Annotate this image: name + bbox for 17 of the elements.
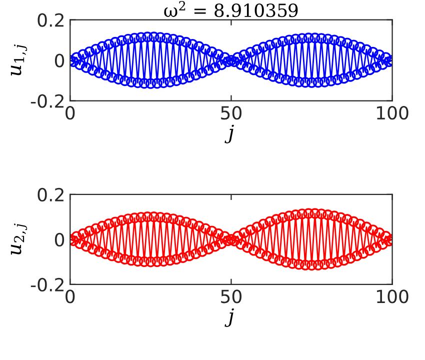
x-tick-label: 100 [377, 290, 408, 304]
y-tick-label: -0.2 [30, 278, 64, 292]
y-tick-label: 0 [54, 232, 64, 247]
x-tick-label: 50 [221, 106, 242, 120]
y-tick-label: 0.2 [38, 13, 64, 27]
chart-title: ω$^{2}$ = 8.910359 [164, 0, 298, 18]
x-tick-label: 0 [66, 290, 75, 304]
x-tick-label: 50 [221, 290, 242, 304]
x-tick-label: 0 [66, 106, 75, 120]
y-tick-label: 0.2 [38, 188, 64, 202]
y-tick-label: -0.2 [30, 94, 64, 108]
y-tick-label: 0 [54, 54, 64, 68]
x-tick-label: 100 [377, 106, 408, 120]
y-axis-title: u$_{2,j}$ [10, 224, 28, 255]
x-axis-title: j [224, 308, 234, 327]
y-axis-title: u$_{1,j}$ [10, 44, 28, 76]
x-axis-title: j [224, 124, 234, 144]
